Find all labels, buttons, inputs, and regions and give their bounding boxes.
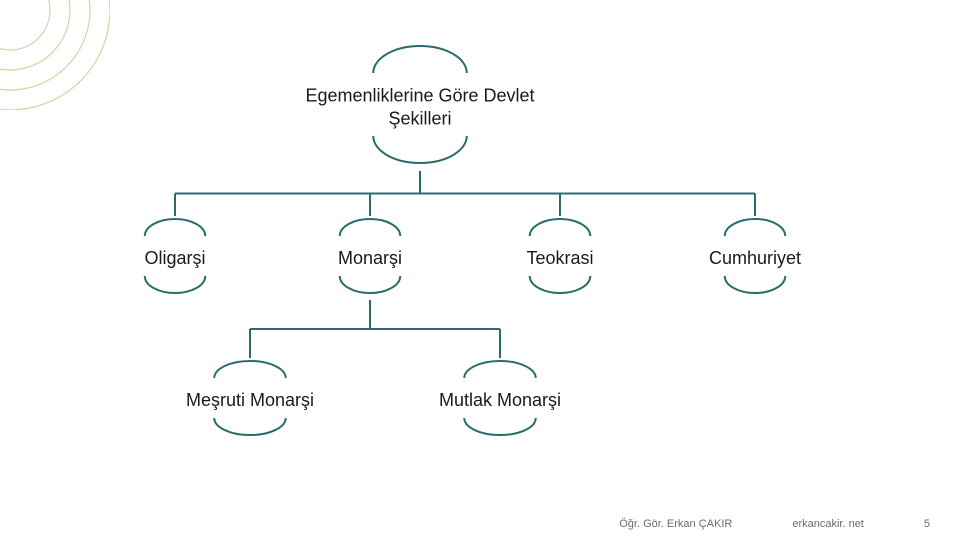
node-monarsi-label: Monarşi [338, 247, 402, 270]
connector-lines [0, 0, 960, 540]
node-mutlak-label: Mutlak Monarşi [439, 389, 561, 412]
node-oligarsi-label: Oligarşi [144, 247, 205, 270]
root-node-label: Egemenliklerine Göre Devlet Şekilleri [305, 85, 534, 130]
footer: Öğr. Gör. Erkan ÇAKIR erkancakir. net 5 [0, 518, 960, 530]
footer-author: Öğr. Gör. Erkan ÇAKIR [619, 518, 732, 530]
node-mesruti-label: Meşruti Monarşi [186, 389, 314, 412]
node-cumhuriyet-label: Cumhuriyet [709, 247, 801, 270]
footer-pagenum: 5 [924, 518, 930, 530]
footer-site: erkancakir. net [792, 518, 864, 530]
tree-diagram: Egemenliklerine Göre Devlet Şekilleri Oli… [0, 0, 960, 540]
node-teokrasi-label: Teokrasi [526, 247, 593, 270]
